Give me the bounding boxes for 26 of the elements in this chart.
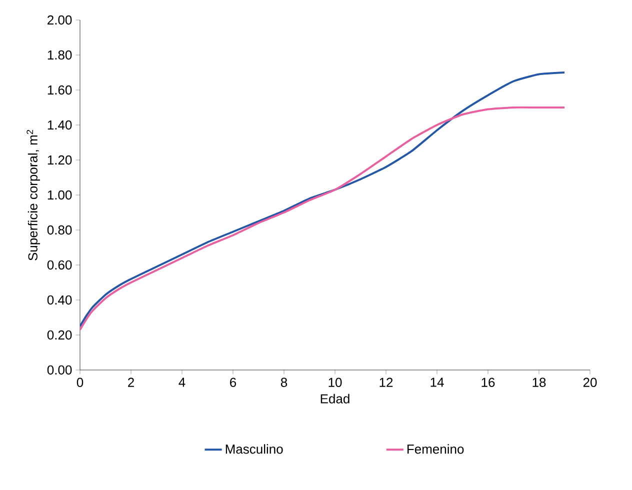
x-axis-title: Edad	[320, 394, 350, 404]
y-tick-label: 1.00	[48, 190, 72, 200]
y-tick-label: 1.80	[48, 50, 72, 60]
y-axis-title: Superficie corporal, m$^{2}$	[26, 130, 40, 260]
y-tick-label: 1.60	[48, 85, 72, 95]
y-tick-label: 2.00	[48, 15, 72, 25]
x-tick-label: 8	[280, 378, 288, 387]
x-tick-label: 12	[380, 378, 393, 387]
x-tick-label: 20	[583, 378, 597, 387]
x-tick-label: 0	[76, 378, 84, 387]
x-tick-label: 14	[430, 378, 444, 387]
x-tick-label: 6	[230, 378, 236, 387]
x-tick-label: 18	[532, 378, 546, 387]
y-tick-label: 0.80	[47, 225, 72, 235]
x-tick-label: 10	[328, 378, 342, 387]
x-tick-label: 16	[482, 378, 495, 387]
y-tick-label: 0.60	[47, 260, 72, 270]
legend-label: Masculino	[226, 444, 283, 454]
x-tick-label: 4	[178, 378, 186, 387]
y-tick-label: 1.20	[48, 155, 72, 165]
legend-label: Femenino	[407, 444, 464, 454]
y-tick-label: 0.20	[47, 330, 72, 340]
x-tick-label: 2	[128, 378, 134, 387]
y-tick-label: 0.40	[47, 295, 72, 305]
y-tick-label: 1.40	[48, 120, 72, 130]
y-tick-label: 0.00	[47, 365, 72, 375]
